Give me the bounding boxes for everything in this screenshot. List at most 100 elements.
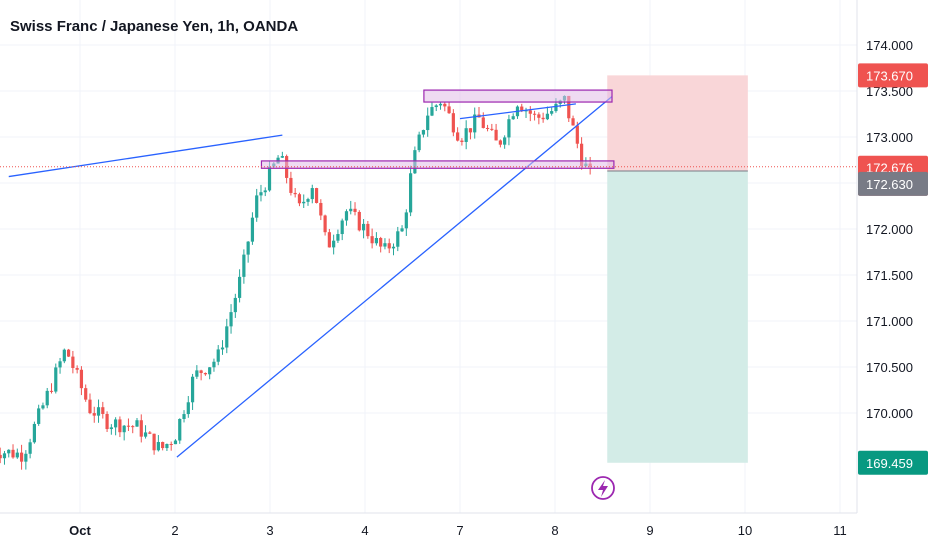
candle-body (464, 128, 468, 142)
candle-body (182, 414, 186, 419)
target-price-tag: 169.459 (858, 450, 928, 475)
candle-body (302, 201, 306, 204)
trendline-rising (176, 96, 613, 458)
candle (485, 124, 490, 132)
entry-price-tag-label: 172.630 (866, 177, 913, 192)
candle (545, 106, 549, 121)
candle-body (15, 452, 19, 458)
candle-body (336, 234, 340, 241)
candle-body (387, 243, 391, 249)
x-tick-label: 4 (361, 523, 368, 538)
candle-body (340, 220, 344, 235)
candle (67, 348, 71, 357)
position-zones (607, 75, 748, 463)
y-tick-label: 172.000 (866, 222, 913, 237)
candle-body (267, 166, 272, 191)
candle (391, 243, 396, 256)
candle (511, 113, 515, 120)
candle (285, 154, 289, 184)
candle (263, 187, 267, 197)
candle (182, 410, 186, 423)
candle-body (571, 118, 575, 126)
candle-body (528, 110, 532, 114)
candle-body (255, 195, 259, 218)
candle-body (567, 95, 571, 119)
candle-body (400, 228, 404, 232)
candle-body (58, 361, 62, 368)
candle (473, 107, 477, 139)
candle-body (319, 202, 323, 216)
candle-body (212, 361, 216, 368)
candle-body (545, 113, 549, 120)
candle (139, 414, 143, 443)
x-tick-label: 7 (456, 523, 463, 538)
candle (289, 171, 293, 196)
candle (571, 115, 575, 126)
candle-body (7, 449, 11, 454)
candle (15, 448, 19, 459)
candle (366, 220, 370, 239)
candle-body (229, 312, 233, 327)
candle (161, 441, 165, 451)
candle-body (250, 217, 255, 242)
candle-body (357, 211, 361, 231)
x-tick-label: 2 (171, 523, 178, 538)
candle-body (126, 425, 131, 427)
candle-body (24, 453, 28, 462)
candle-body (11, 449, 15, 458)
candle (250, 212, 255, 245)
candle-body (541, 117, 545, 120)
candle (451, 109, 455, 137)
candle-body (186, 402, 190, 415)
candle (255, 188, 259, 222)
candle-body (289, 177, 293, 193)
entry-price-tag: 172.630 (858, 171, 928, 196)
candle (575, 121, 579, 149)
candle-body (580, 143, 584, 167)
candle-body (2, 453, 7, 459)
candle-body (208, 367, 212, 375)
candle (438, 101, 443, 110)
candle (550, 107, 554, 116)
candle (310, 184, 314, 204)
candle-body (417, 134, 421, 151)
candle (105, 411, 109, 433)
candle (490, 123, 494, 131)
candle-body (353, 208, 357, 212)
candle-body (148, 432, 152, 434)
candle (203, 372, 207, 376)
candle-body (233, 297, 237, 313)
candle-body (242, 254, 246, 277)
trendline-upper (8, 134, 283, 178)
candle-body (131, 426, 135, 428)
candle-body (195, 370, 199, 377)
candle (353, 202, 357, 216)
stop-price-tag-label: 173.670 (866, 68, 913, 83)
target-price-tag-bg (858, 450, 928, 475)
candle (45, 387, 49, 409)
candle (238, 269, 242, 303)
candle (327, 228, 331, 248)
candle-body (28, 442, 32, 454)
candle (114, 417, 118, 436)
candle (370, 228, 374, 249)
candle-body (451, 113, 455, 133)
candle (524, 107, 528, 118)
candle (323, 214, 327, 236)
candle-body (323, 215, 327, 233)
candle-body (511, 116, 515, 120)
chart-title: Swiss Franc / Japanese Yen, 1h, OANDA (10, 18, 299, 35)
candle-body (199, 370, 203, 374)
flash-icon[interactable] (591, 476, 615, 500)
candle-body (92, 413, 96, 416)
candle-body (554, 103, 558, 112)
candle-body (332, 240, 336, 248)
candle-body (349, 208, 353, 212)
candle-body (532, 113, 537, 115)
candle (515, 105, 520, 119)
candle-body (426, 115, 430, 131)
candle-body (75, 367, 79, 370)
target-price-tag-label: 169.459 (866, 456, 913, 471)
